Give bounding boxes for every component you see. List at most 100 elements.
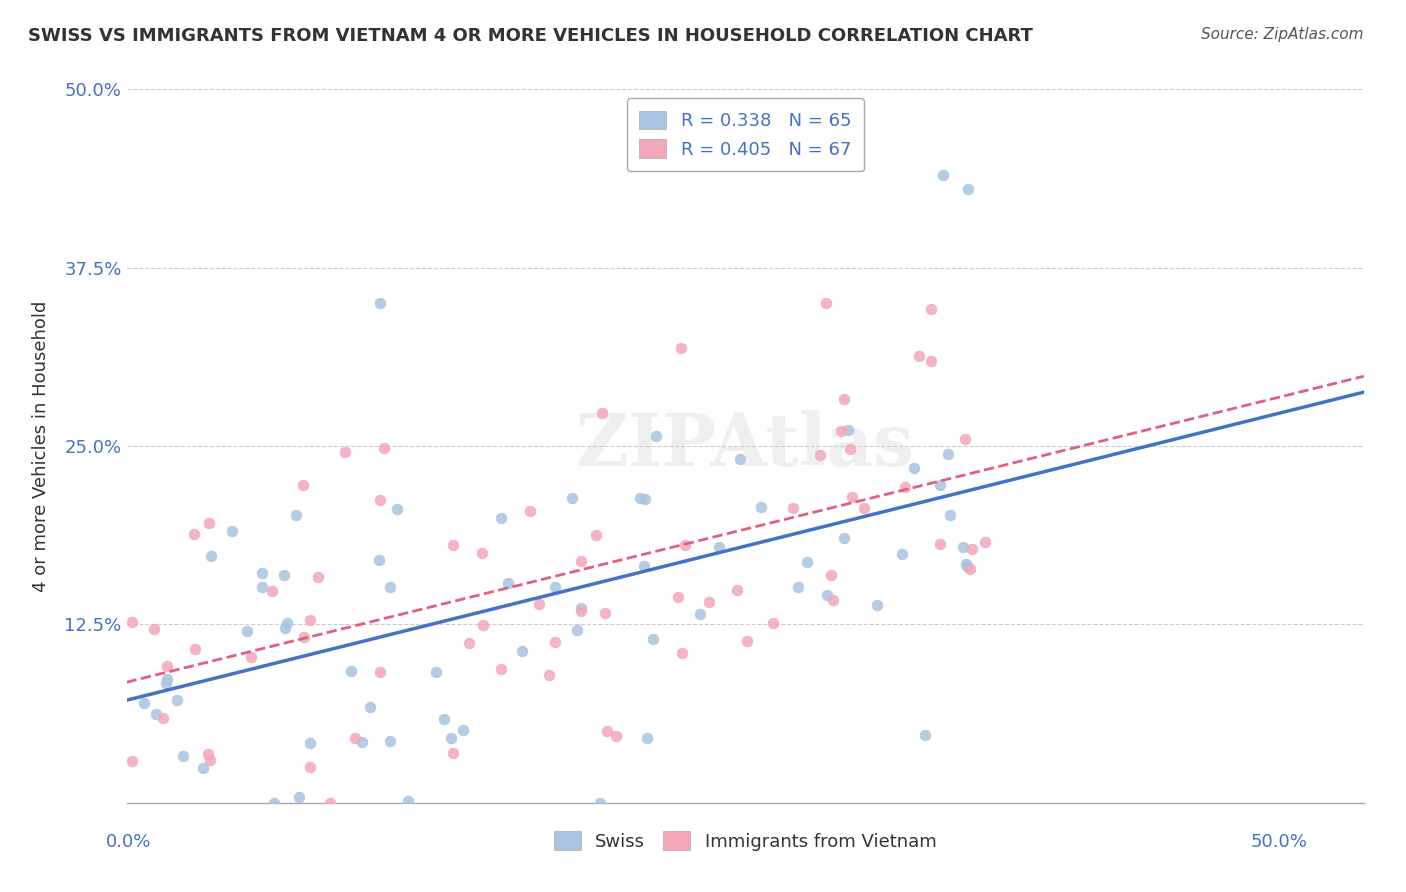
Text: Source: ZipAtlas.com: Source: ZipAtlas.com: [1201, 27, 1364, 42]
Point: [396, 794, 419, 808]
Point: [380, 580, 402, 594]
Point: [929, 477, 952, 491]
Point: [955, 558, 977, 572]
Point: [591, 406, 613, 420]
Point: [156, 672, 179, 686]
Point: [288, 789, 311, 804]
Point: [920, 354, 942, 368]
Point: [689, 607, 711, 621]
Point: [350, 735, 373, 749]
Point: [307, 570, 329, 584]
Point: [628, 491, 651, 506]
Point: [250, 580, 273, 594]
Point: [796, 555, 818, 569]
Point: [823, 593, 845, 607]
Point: [890, 547, 912, 561]
Point: [894, 480, 917, 494]
Point: [538, 668, 561, 682]
Point: [519, 504, 541, 518]
Point: [565, 623, 588, 637]
Point: [956, 182, 979, 196]
Point: [367, 553, 389, 567]
Point: [633, 559, 655, 574]
Point: [831, 425, 853, 439]
Point: [359, 700, 381, 714]
Point: [491, 662, 513, 676]
Point: [274, 621, 297, 635]
Point: [443, 538, 465, 552]
Point: [728, 452, 751, 467]
Point: [762, 615, 785, 630]
Point: [749, 500, 772, 514]
Point: [299, 760, 322, 774]
Point: [339, 664, 361, 678]
Point: [589, 796, 612, 810]
Point: [645, 429, 668, 443]
Point: [156, 659, 179, 673]
Point: [669, 341, 692, 355]
Point: [585, 527, 607, 541]
Text: ZIPAtlas: ZIPAtlas: [575, 410, 915, 482]
Point: [908, 349, 931, 363]
Point: [385, 501, 408, 516]
Point: [373, 442, 395, 456]
Point: [335, 445, 357, 459]
Point: [425, 665, 447, 679]
Point: [939, 508, 962, 522]
Point: [285, 508, 308, 523]
Point: [440, 731, 463, 746]
Point: [569, 600, 592, 615]
Point: [837, 423, 859, 437]
Point: [952, 540, 974, 554]
Point: [529, 597, 551, 611]
Point: [786, 580, 808, 594]
Point: [193, 761, 215, 775]
Point: [200, 753, 222, 767]
Point: [291, 478, 314, 492]
Point: [953, 432, 976, 446]
Point: [832, 392, 855, 407]
Point: [938, 447, 960, 461]
Point: [370, 665, 392, 679]
Point: [263, 796, 285, 810]
Point: [172, 749, 194, 764]
Point: [298, 613, 321, 627]
Point: [593, 607, 616, 621]
Point: [142, 622, 165, 636]
Point: [184, 641, 207, 656]
Point: [634, 491, 657, 506]
Point: [569, 604, 592, 618]
Point: [841, 491, 863, 505]
Point: [920, 302, 942, 317]
Point: [319, 796, 342, 810]
Point: [852, 501, 875, 516]
Point: [250, 566, 273, 580]
Point: [451, 723, 474, 738]
Point: [955, 558, 977, 573]
Point: [198, 516, 221, 531]
Point: [561, 491, 583, 505]
Text: 50.0%: 50.0%: [1251, 833, 1308, 851]
Point: [121, 754, 143, 768]
Point: [236, 624, 259, 639]
Point: [276, 615, 298, 630]
Point: [834, 532, 856, 546]
Point: [145, 706, 167, 721]
Point: [605, 729, 627, 743]
Point: [636, 731, 658, 745]
Point: [838, 442, 860, 457]
Point: [458, 636, 481, 650]
Point: [489, 511, 512, 525]
Point: [121, 615, 143, 629]
Point: [221, 524, 243, 538]
Point: [725, 583, 748, 598]
Point: [641, 632, 664, 647]
Point: [378, 734, 401, 748]
Text: 0.0%: 0.0%: [105, 833, 150, 851]
Point: [735, 633, 758, 648]
Point: [595, 723, 617, 738]
Point: [294, 630, 316, 644]
Point: [344, 731, 367, 745]
Point: [543, 634, 565, 648]
Point: [183, 527, 205, 541]
